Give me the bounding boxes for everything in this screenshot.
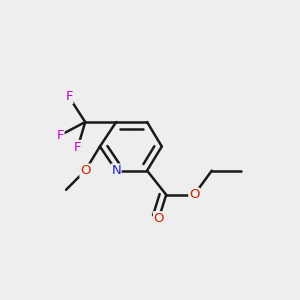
Text: O: O: [189, 188, 200, 201]
Text: O: O: [154, 212, 164, 225]
Text: F: F: [65, 91, 73, 103]
Text: F: F: [74, 141, 82, 154]
Text: N: N: [111, 164, 121, 177]
Text: F: F: [56, 129, 64, 142]
Text: O: O: [80, 164, 91, 177]
